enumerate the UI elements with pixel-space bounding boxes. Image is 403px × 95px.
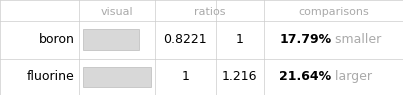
FancyBboxPatch shape <box>83 66 151 87</box>
Text: comparisons: comparisons <box>298 7 369 17</box>
Text: 1: 1 <box>181 70 189 83</box>
Text: 1.216: 1.216 <box>222 70 258 83</box>
Text: ratios: ratios <box>194 7 225 17</box>
Text: 1: 1 <box>236 33 244 46</box>
Text: 0.8221: 0.8221 <box>164 33 207 46</box>
Text: boron: boron <box>39 33 75 46</box>
Text: fluorine: fluorine <box>27 70 75 83</box>
Text: smaller: smaller <box>332 33 382 46</box>
Text: 21.64%: 21.64% <box>279 70 332 83</box>
Text: visual: visual <box>101 7 133 17</box>
Text: 17.79%: 17.79% <box>279 33 332 46</box>
FancyBboxPatch shape <box>83 29 139 50</box>
Text: larger: larger <box>332 70 372 83</box>
